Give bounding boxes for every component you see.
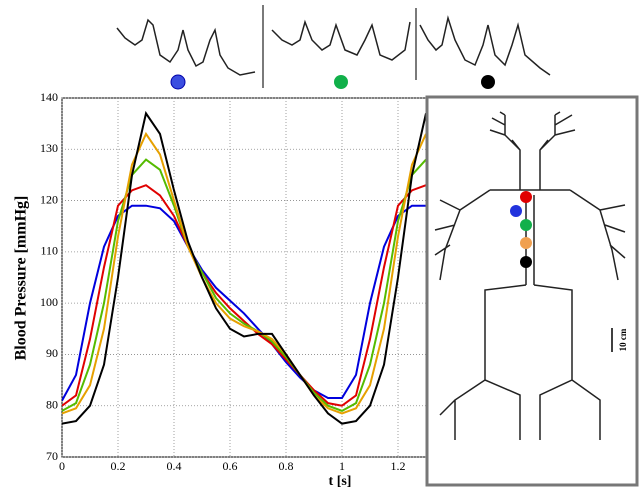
series-line [62, 110, 427, 425]
x-axis-label: t [s] [329, 474, 352, 489]
x-tick-label: 0.8 [279, 459, 294, 473]
waveforms [116, 5, 551, 88]
series-line [62, 184, 427, 407]
inset: 10 cm [425, 95, 639, 487]
marker-black [481, 75, 495, 89]
y-tick-label: 90 [46, 346, 58, 360]
y-tick-label: 120 [40, 192, 58, 206]
y-tick-label: 140 [40, 90, 58, 104]
scale-label: 10 cm [618, 328, 628, 351]
y-tick-label: 80 [46, 397, 58, 411]
marker-green [334, 75, 348, 89]
series-line [62, 158, 427, 412]
x-tick-label: 1.2 [391, 459, 406, 473]
plot-layer: 70809010011012013014000.20.40.60.811.21.… [40, 90, 625, 473]
y-axis-label: Blood Pressure [mmHg] [13, 196, 30, 361]
y-tick-label: 110 [40, 244, 58, 258]
y-tick-label: 100 [40, 295, 58, 309]
x-tick-label: 0.2 [111, 459, 126, 473]
y-tick-label: 70 [46, 449, 58, 463]
marker-blue [170, 74, 186, 90]
y-tick-label: 130 [40, 141, 58, 155]
x-tick-label: 0 [59, 459, 65, 473]
x-tick-label: 0.4 [167, 459, 182, 473]
x-tick-label: 0.6 [223, 459, 238, 473]
series-line [62, 131, 427, 415]
x-tick-label: 1 [339, 459, 345, 473]
